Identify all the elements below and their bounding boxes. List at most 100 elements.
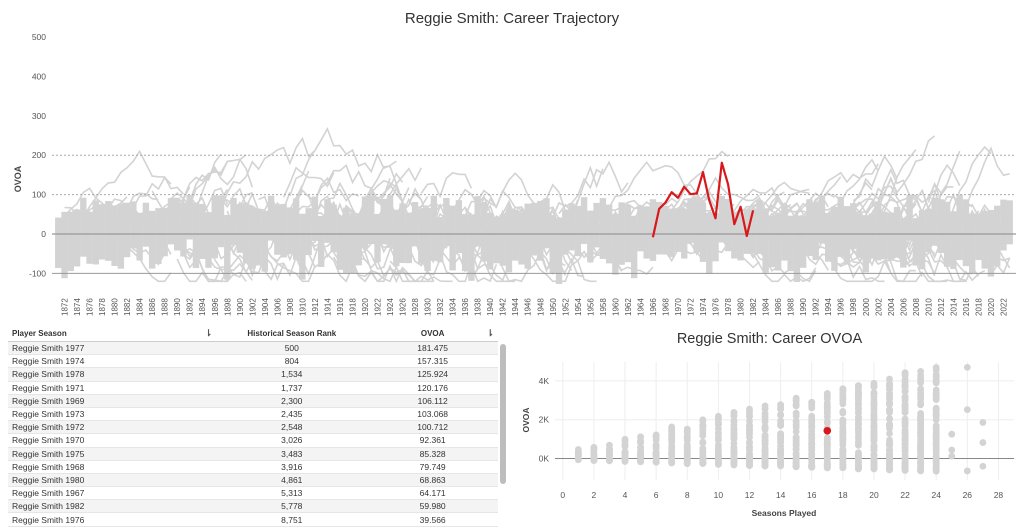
- scatter-point[interactable]: [823, 439, 831, 446]
- scatter-point[interactable]: [948, 446, 956, 454]
- scatter-point[interactable]: [870, 424, 878, 432]
- reggie-smith-trajectory-line[interactable]: [651, 161, 755, 238]
- scatter-point[interactable]: [932, 364, 940, 371]
- scatter-point[interactable]: [917, 392, 925, 400]
- scatter-point[interactable]: [823, 409, 831, 417]
- scatter-point[interactable]: [761, 448, 769, 456]
- scatter-point[interactable]: [901, 402, 909, 410]
- scatter-point[interactable]: [699, 449, 707, 457]
- scatter-point[interactable]: [621, 451, 629, 459]
- scatter-point[interactable]: [870, 458, 878, 466]
- scatter-point[interactable]: [714, 429, 722, 437]
- scatter-point[interactable]: [917, 412, 925, 420]
- scatter-point[interactable]: [901, 408, 909, 416]
- scatter-point[interactable]: [917, 399, 925, 406]
- table-row[interactable]: Reggie Smith 1970 3,026 92.361: [8, 433, 498, 448]
- scatter-point[interactable]: [839, 430, 847, 438]
- scatter-point[interactable]: [730, 435, 738, 443]
- scatter-point[interactable]: [823, 404, 831, 411]
- scatter-point[interactable]: [932, 391, 940, 399]
- scatter-point[interactable]: [839, 458, 847, 466]
- scatter-point[interactable]: [761, 424, 769, 432]
- scatter-point[interactable]: [714, 460, 722, 468]
- column-header-historical-rank[interactable]: Historical Season Rank: [216, 325, 368, 342]
- scatter-point[interactable]: [963, 363, 971, 371]
- scatter-point[interactable]: [808, 457, 816, 465]
- scatter-point[interactable]: [746, 417, 753, 425]
- scatter-point[interactable]: [792, 401, 800, 408]
- scatter-point[interactable]: [637, 452, 644, 460]
- scatter-point[interactable]: [839, 417, 847, 424]
- scatter-point[interactable]: [917, 431, 925, 439]
- scatter-point[interactable]: [668, 445, 676, 453]
- column-header-player-season[interactable]: Player Season ⇂: [8, 325, 217, 342]
- scatter-point[interactable]: [730, 447, 738, 455]
- scatter-point[interactable]: [963, 406, 971, 414]
- scatter-point[interactable]: [714, 441, 722, 449]
- scatter-point[interactable]: [932, 438, 940, 445]
- scatter-point[interactable]: [932, 416, 940, 424]
- scatter-point[interactable]: [870, 399, 878, 407]
- scatter-point[interactable]: [901, 465, 909, 472]
- scatter-point[interactable]: [855, 382, 862, 390]
- scatter-point[interactable]: [886, 430, 893, 437]
- scatter-point[interactable]: [870, 383, 878, 391]
- scatter-point[interactable]: [886, 390, 893, 397]
- scatter-point[interactable]: [870, 437, 878, 445]
- table-row[interactable]: Reggie Smith 1973 2,435 103.068: [8, 407, 498, 422]
- scatter-point[interactable]: [777, 411, 785, 418]
- scatter-point[interactable]: [886, 375, 893, 383]
- scatter-point[interactable]: [590, 457, 598, 465]
- scatter-point[interactable]: [917, 375, 925, 382]
- scatter-point[interactable]: [777, 403, 785, 411]
- scatter-point[interactable]: [855, 463, 862, 470]
- scatter-point[interactable]: [855, 409, 862, 417]
- scatter-point[interactable]: [730, 409, 738, 416]
- scatter-point[interactable]: [637, 433, 644, 441]
- column-header-ovoa[interactable]: OVOA ⇂: [367, 325, 498, 342]
- scatter-point[interactable]: [917, 445, 925, 453]
- scatter-point[interactable]: [730, 425, 738, 433]
- scatter-point[interactable]: [637, 439, 644, 447]
- scatter-point[interactable]: [963, 467, 971, 475]
- scatter-point[interactable]: [792, 462, 800, 470]
- scatter-point[interactable]: [901, 371, 909, 379]
- scatter-point[interactable]: [746, 422, 753, 430]
- scatter-point[interactable]: [746, 405, 753, 413]
- scatter-point[interactable]: [901, 430, 909, 438]
- scatter-point[interactable]: [699, 445, 707, 452]
- scatter-point[interactable]: [808, 450, 816, 458]
- scatter-point[interactable]: [917, 386, 925, 394]
- scatter-point[interactable]: [823, 461, 831, 469]
- scatter-point[interactable]: [839, 446, 847, 454]
- scatter-point[interactable]: [606, 446, 613, 454]
- scatter-point[interactable]: [730, 430, 738, 437]
- scatter-point[interactable]: [606, 452, 613, 460]
- scatter-point[interactable]: [683, 435, 691, 443]
- scatter-point[interactable]: [761, 414, 769, 422]
- scatter-point[interactable]: [917, 438, 925, 446]
- scatter-point[interactable]: [901, 457, 909, 465]
- scatter-point[interactable]: [699, 438, 707, 446]
- scatter-point[interactable]: [823, 394, 831, 402]
- scatter-point[interactable]: [839, 436, 847, 444]
- scatter-point[interactable]: [699, 421, 707, 429]
- scatter-point[interactable]: [746, 439, 753, 447]
- scatter-point[interactable]: [948, 452, 956, 460]
- scatter-point[interactable]: [792, 450, 800, 458]
- scatter-point[interactable]: [855, 391, 862, 398]
- scatter-point[interactable]: [823, 419, 831, 426]
- scatter-point[interactable]: [808, 404, 816, 412]
- scatter-point[interactable]: [839, 409, 847, 417]
- scatter-point[interactable]: [808, 424, 816, 432]
- scatter-point[interactable]: [746, 462, 753, 469]
- scatter-point[interactable]: [855, 421, 862, 429]
- scatter-point[interactable]: [979, 462, 987, 470]
- scatter-point[interactable]: [652, 441, 660, 449]
- scatter-point[interactable]: [699, 416, 707, 424]
- scatter-point[interactable]: [808, 437, 816, 445]
- scatter-point[interactable]: [746, 430, 753, 438]
- scatter-point[interactable]: [855, 401, 862, 409]
- table-row[interactable]: Reggie Smith 1980 4,861 68.863: [8, 473, 498, 488]
- scatter-point[interactable]: [901, 394, 909, 402]
